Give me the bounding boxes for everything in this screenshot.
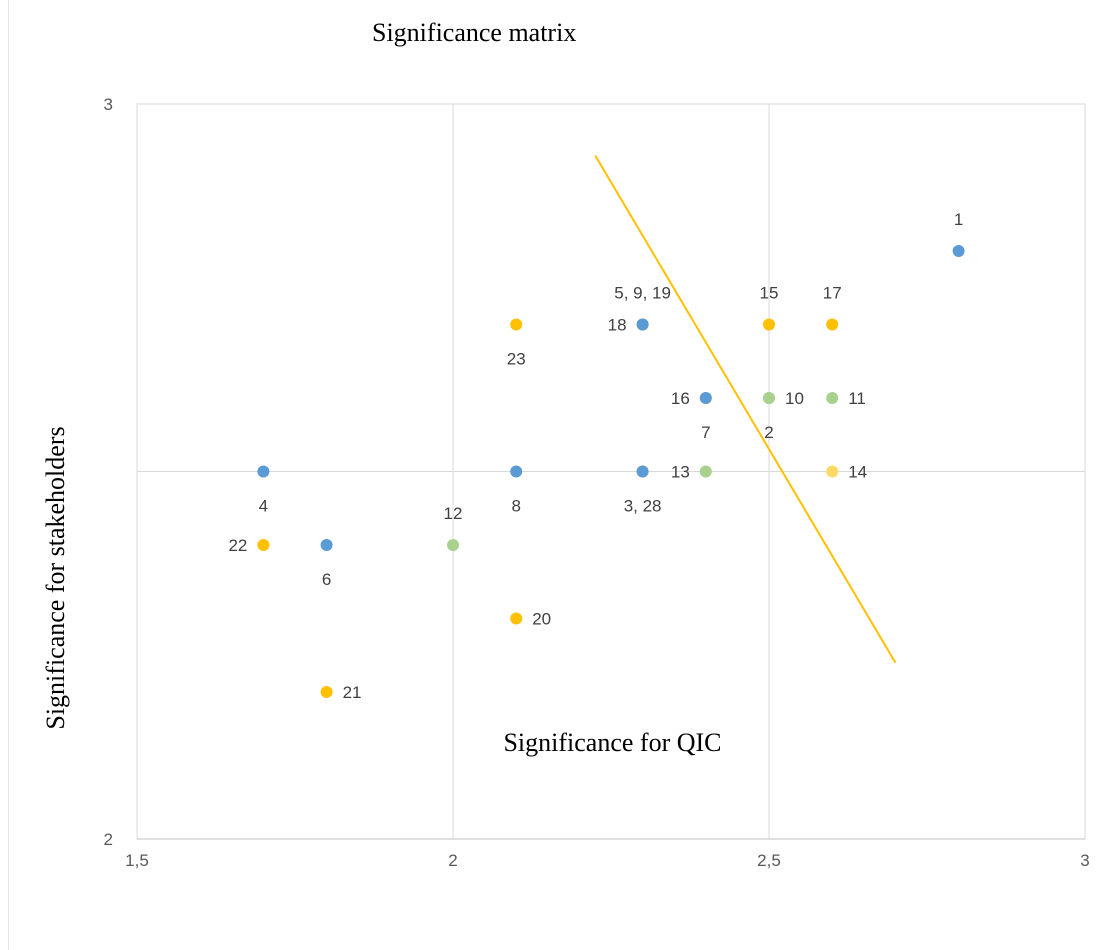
x-tick-label: 2	[448, 851, 457, 870]
data-label: 13	[671, 463, 690, 482]
data-point	[826, 318, 839, 331]
data-label: 15	[760, 284, 779, 303]
data-label: 14	[848, 463, 867, 482]
data-label: 6	[322, 570, 331, 589]
data-label: 7	[701, 423, 710, 442]
y-tick-label: 2	[104, 830, 113, 849]
x-tick-label: 2,5	[757, 851, 781, 870]
data-label: 2	[764, 423, 773, 442]
data-label: 8	[511, 497, 520, 516]
data-point	[257, 465, 270, 478]
data-label: 12	[444, 504, 463, 523]
data-label: 22	[228, 536, 247, 555]
data-point	[320, 686, 333, 698]
data-point	[636, 465, 649, 478]
data-point	[952, 245, 965, 257]
data-point	[510, 612, 523, 625]
data-point	[510, 465, 523, 478]
data-label: 16	[671, 389, 690, 408]
data-point	[699, 465, 712, 478]
data-point	[636, 318, 649, 331]
data-label: 23	[507, 350, 526, 369]
trend-line	[594, 154, 897, 664]
data-point	[826, 392, 839, 404]
data-label: 10	[785, 389, 804, 408]
chart-title: Significance matrix	[372, 18, 577, 47]
data-label: 17	[823, 284, 842, 303]
data-label: 18	[608, 316, 627, 335]
x-tick-label: 3	[1080, 851, 1089, 870]
y-tick-label: 3	[104, 95, 113, 114]
data-point	[257, 539, 270, 551]
data-point	[826, 465, 839, 478]
data-point	[763, 318, 775, 331]
data-point	[320, 539, 333, 551]
data-label: 21	[343, 683, 362, 702]
data-label: 1	[954, 210, 963, 229]
data-point	[699, 392, 712, 404]
left-border	[8, 0, 9, 950]
y-axis-title: Significance for stakeholders	[41, 426, 70, 730]
data-point	[763, 392, 775, 404]
data-point	[447, 539, 459, 551]
x-axis-title: Significance for QIC	[503, 728, 722, 757]
data-point	[510, 318, 523, 331]
data-label: 11	[848, 389, 866, 408]
data-label: 20	[532, 610, 551, 629]
x-tick-label: 1,5	[125, 851, 149, 870]
data-label: 4	[259, 497, 268, 516]
data-label: 3, 28	[624, 497, 662, 516]
data-label: 5, 9, 19	[614, 284, 671, 303]
